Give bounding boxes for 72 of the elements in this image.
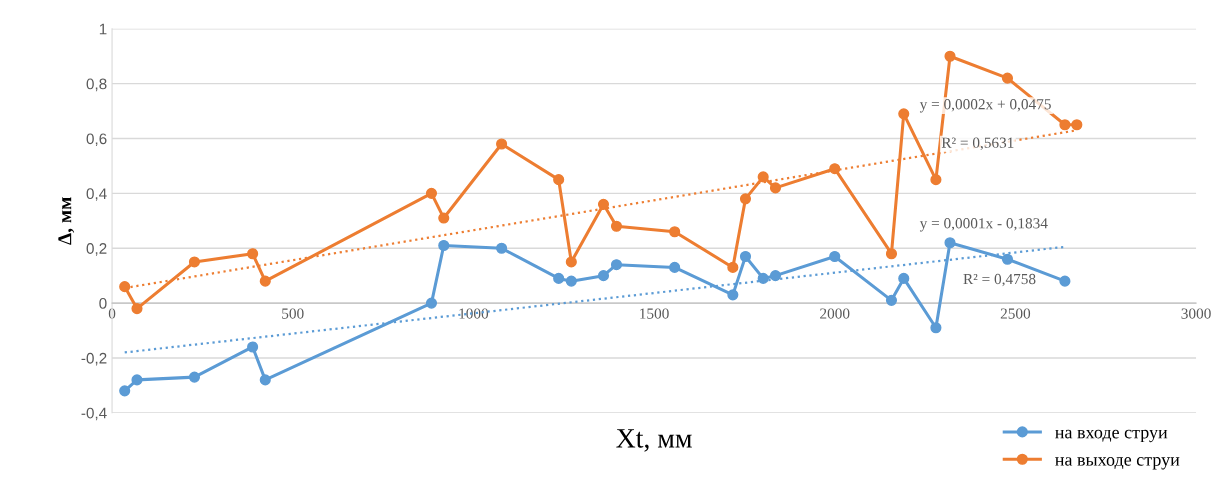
point <box>1059 275 1071 287</box>
point <box>496 242 508 254</box>
point <box>898 272 910 284</box>
annotation: y = 0,0002x + 0,0475 <box>919 99 1051 113</box>
x-tick-label: 1500 <box>640 308 669 319</box>
y-tick-label: 1 <box>99 23 107 35</box>
point <box>1059 119 1071 131</box>
y-tick-label: 0,8 <box>86 78 107 92</box>
point <box>944 237 956 249</box>
point <box>610 259 623 271</box>
y-tick-label: -0,4 <box>81 407 107 421</box>
point <box>669 261 681 273</box>
point <box>247 248 259 260</box>
point <box>119 385 131 397</box>
point <box>829 250 841 263</box>
point <box>597 198 610 210</box>
point <box>769 182 782 194</box>
y-axis-title: Δ, мм <box>58 197 75 245</box>
annotation: R² = 0,4758 <box>963 273 1036 287</box>
point <box>885 248 898 260</box>
point <box>247 341 259 353</box>
x-tick-label: 3000 <box>1181 308 1211 319</box>
point <box>1001 253 1014 265</box>
point <box>829 163 841 175</box>
y-tick-label: -0,2 <box>81 352 107 366</box>
point <box>727 261 739 273</box>
point <box>1071 119 1083 131</box>
point <box>425 187 438 199</box>
point <box>188 256 200 268</box>
point <box>131 303 143 315</box>
x-tick-label: 0 <box>108 308 116 319</box>
annotation: y = 0,0001x - 0,1834 <box>919 218 1048 232</box>
point <box>1001 72 1014 84</box>
x-tick-label: 500 <box>282 308 304 319</box>
x-tick-label: 2500 <box>1000 308 1031 319</box>
legend-label: на входе струи <box>1055 429 1168 443</box>
point <box>565 256 577 268</box>
point <box>425 297 438 309</box>
x-tick-label: 1000 <box>459 308 489 319</box>
point <box>188 371 200 383</box>
point <box>898 108 910 120</box>
point <box>757 272 769 284</box>
point <box>496 138 508 150</box>
point <box>944 50 956 62</box>
point <box>727 289 739 301</box>
point <box>769 270 782 282</box>
x-tick-label: 2000 <box>820 308 850 319</box>
y-tick-label: 0,4 <box>86 188 107 201</box>
legend-label: на выходе струи <box>1055 457 1180 470</box>
point <box>885 294 898 306</box>
point <box>259 374 271 386</box>
point <box>739 193 752 205</box>
point <box>930 174 942 186</box>
point <box>259 275 271 287</box>
point <box>438 239 450 252</box>
point <box>438 212 450 224</box>
point <box>739 250 752 263</box>
y-tick-label: 0,2 <box>86 243 107 256</box>
y-tick-label: 0,6 <box>86 133 107 147</box>
annotation: R² = 0,5631 <box>941 137 1014 151</box>
x-axis-title: Xt, мм <box>616 429 692 452</box>
point <box>131 374 143 386</box>
point <box>553 174 565 186</box>
point <box>119 281 131 293</box>
y-tick-label: 0 <box>99 297 107 309</box>
point <box>669 226 681 238</box>
point <box>930 322 942 334</box>
point <box>757 171 769 183</box>
point <box>597 270 610 282</box>
point <box>553 272 565 284</box>
point <box>565 275 577 287</box>
point <box>610 220 623 232</box>
